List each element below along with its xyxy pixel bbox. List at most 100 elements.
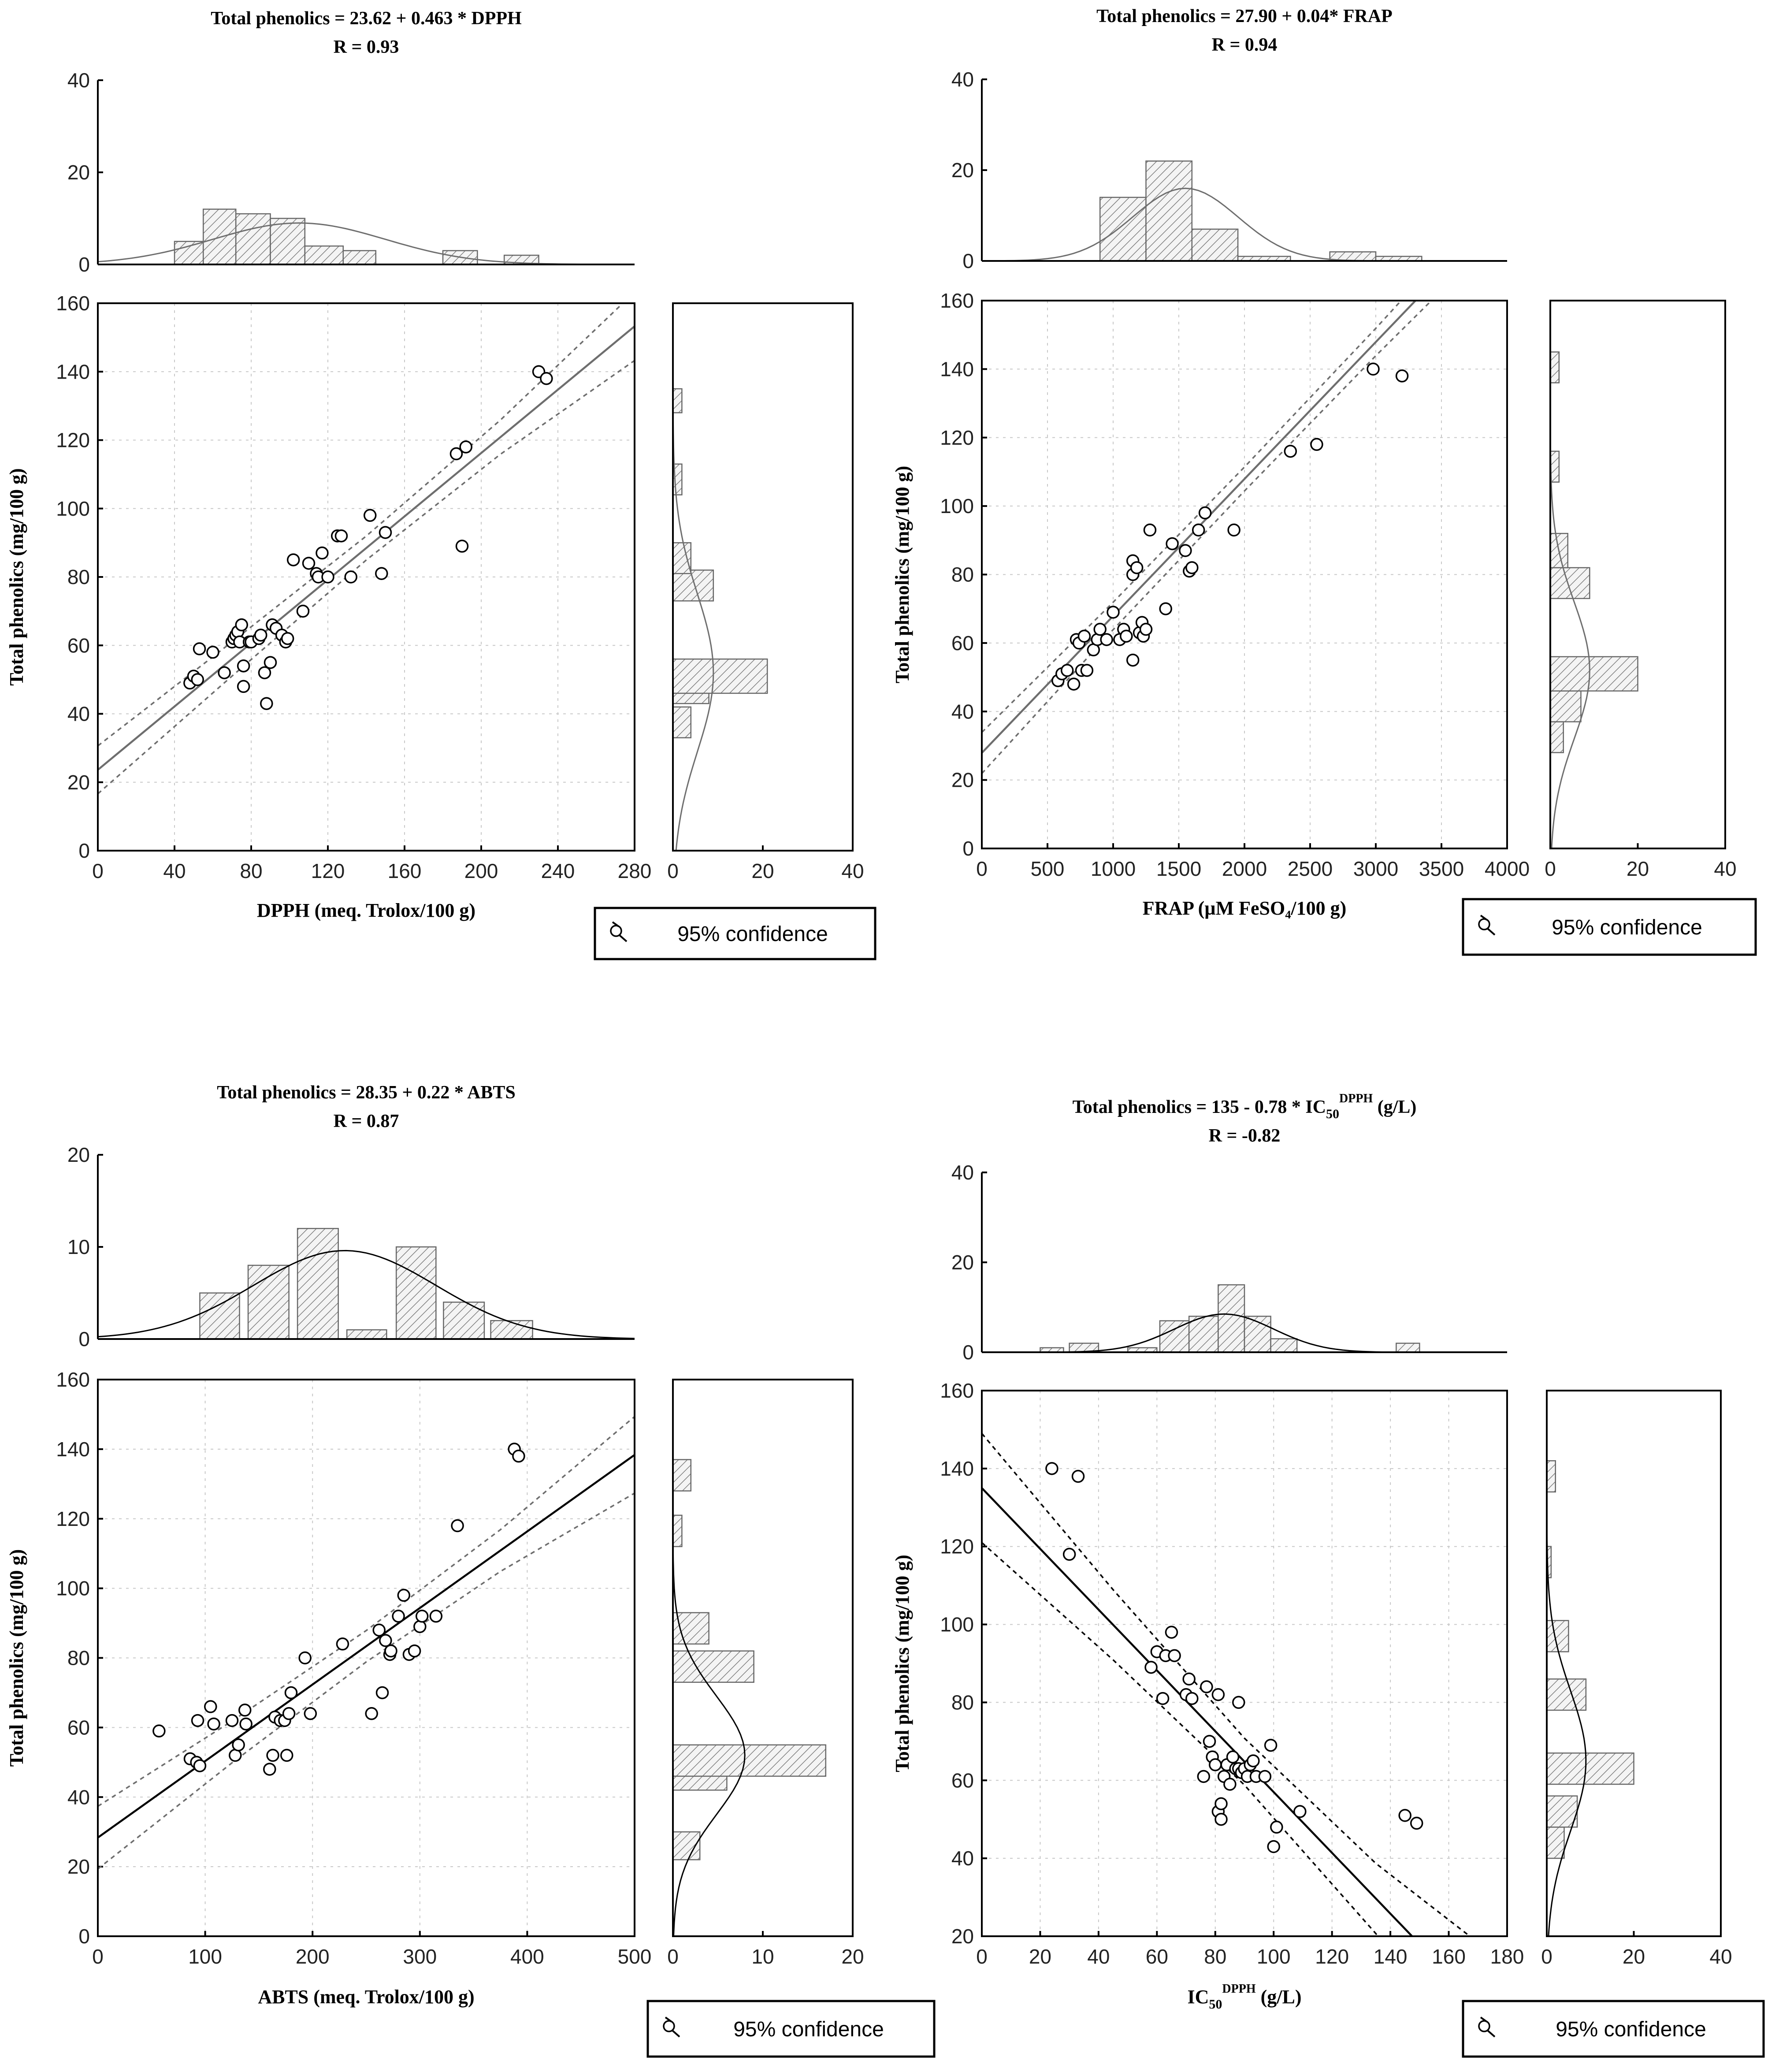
y-tick-label: 80 (951, 1691, 974, 1714)
top-hist-tick-label: 20 (67, 1143, 90, 1166)
x-tick-label: 20 (1029, 1945, 1051, 1968)
side-hist-frame (672, 1379, 854, 1937)
y-tick-label: 60 (67, 634, 90, 657)
side-hist-bar (1546, 1752, 1634, 1785)
data-point (1077, 629, 1091, 643)
x-tick-label: 0 (976, 1945, 988, 1968)
chart-title: Total phenolics = 135 - 0.78 * IC50DPPH … (1073, 1092, 1417, 1121)
data-point (152, 1724, 166, 1738)
data-point (1197, 1770, 1211, 1783)
side-hist-tick-label: 40 (1709, 1945, 1732, 1968)
data-point (1120, 629, 1133, 643)
y-tick-label: 100 (56, 1577, 90, 1600)
data-point (258, 666, 271, 680)
data-point (263, 1763, 276, 1776)
data-point (1062, 1547, 1076, 1561)
data-point (237, 680, 250, 693)
chart-correlation: R = 0.93 (334, 37, 399, 57)
legend-label: 95% confidence (733, 2018, 884, 2041)
legend-label: 95% confidence (677, 923, 828, 946)
legend-marker-icon (1478, 2020, 1490, 2032)
y-tick-label: 40 (67, 1786, 90, 1808)
top-hist-tick-label: 40 (67, 69, 90, 92)
legend-marker-icon (610, 925, 622, 937)
legend: 95% confidence (1462, 2000, 1765, 2058)
top-hist-tick-label: 0 (78, 253, 90, 276)
data-point (1214, 1812, 1228, 1826)
top-hist-bar (490, 1320, 533, 1340)
data-point (1258, 1770, 1272, 1783)
y-tick-label: 160 (56, 292, 90, 315)
data-point (1209, 1758, 1222, 1771)
x-tick-label: 400 (510, 1945, 544, 1968)
plot-area (98, 303, 635, 795)
data-point (237, 659, 250, 673)
side-hist-bar (672, 1459, 692, 1492)
chart-title: Total phenolics = 27.90 + 0.04* FRAP (1096, 6, 1393, 26)
data-point (1130, 561, 1144, 574)
data-point (1200, 1680, 1213, 1693)
side-hist-bar (1546, 1678, 1587, 1711)
x-tick-label: 1000 (1091, 857, 1136, 880)
chart-panel-ic50: Total phenolics = 135 - 0.78 * IC50DPPH … (891, 1092, 1765, 2058)
data-point (193, 642, 206, 655)
data-point (206, 646, 219, 659)
data-point (1232, 1696, 1245, 1709)
data-point (281, 632, 294, 645)
y-tick-label: 40 (67, 703, 90, 725)
data-point (302, 557, 316, 570)
y-tick-label: 20 (951, 769, 974, 792)
side-hist-bar (1546, 1460, 1556, 1493)
data-point (1100, 633, 1113, 646)
data-point (397, 1588, 411, 1602)
data-point (336, 1637, 349, 1651)
y-tick-label: 120 (940, 1535, 974, 1558)
top-hist-bar (1188, 1316, 1219, 1353)
chart-correlation: R = 0.87 (334, 1111, 399, 1131)
side-hist-bar (1546, 1795, 1578, 1828)
data-point (1226, 1750, 1240, 1763)
side-hist-bar (672, 1650, 754, 1683)
data-point (1185, 1692, 1199, 1705)
top-hist-bar (443, 1302, 485, 1340)
y-tick-label: 0 (78, 839, 90, 862)
data-point (1060, 664, 1074, 677)
data-point (334, 529, 348, 543)
side-hist-tick-label: 20 (841, 1945, 864, 1968)
data-point (260, 697, 273, 710)
y-tick-label: 20 (67, 771, 90, 794)
data-point (282, 1707, 296, 1720)
data-point (1267, 1840, 1280, 1853)
x-tick-label: 2500 (1288, 857, 1333, 880)
x-tick-label: 160 (388, 859, 422, 882)
data-point (1143, 523, 1157, 537)
top-hist-bar (1145, 160, 1193, 262)
top-hist-bar (1099, 197, 1147, 262)
top-hist-tick-label: 0 (962, 249, 974, 272)
data-point (379, 526, 392, 539)
y-tick-label: 0 (962, 837, 974, 860)
legend-frame (1462, 898, 1757, 956)
x-tick-label: 180 (1490, 1945, 1524, 1968)
legend-line-icon (665, 2016, 680, 2038)
data-point (232, 1738, 245, 1752)
x-axis-label-superscript: DPPH (1222, 1982, 1255, 1996)
data-point (375, 567, 388, 580)
data-point (449, 447, 463, 461)
x-tick-label: 0 (92, 859, 104, 882)
x-tick-label: 120 (1315, 1945, 1349, 1968)
side-hist-bar (672, 1612, 709, 1645)
top-hist-bar (1270, 1338, 1298, 1353)
data-point (1214, 1797, 1228, 1811)
y-tick-label: 0 (78, 1925, 90, 1948)
top-hist-tick-label: 20 (67, 161, 90, 184)
data-point (1067, 677, 1081, 691)
x-tick-label: 60 (1146, 1945, 1168, 1968)
data-point (1156, 1692, 1170, 1705)
y-tick-label: 40 (951, 700, 974, 723)
data-point (1179, 544, 1192, 557)
top-hist-bar (1396, 1343, 1420, 1353)
top-hist-bar (270, 218, 306, 265)
data-point (1247, 1754, 1260, 1767)
data-point (1227, 523, 1240, 537)
